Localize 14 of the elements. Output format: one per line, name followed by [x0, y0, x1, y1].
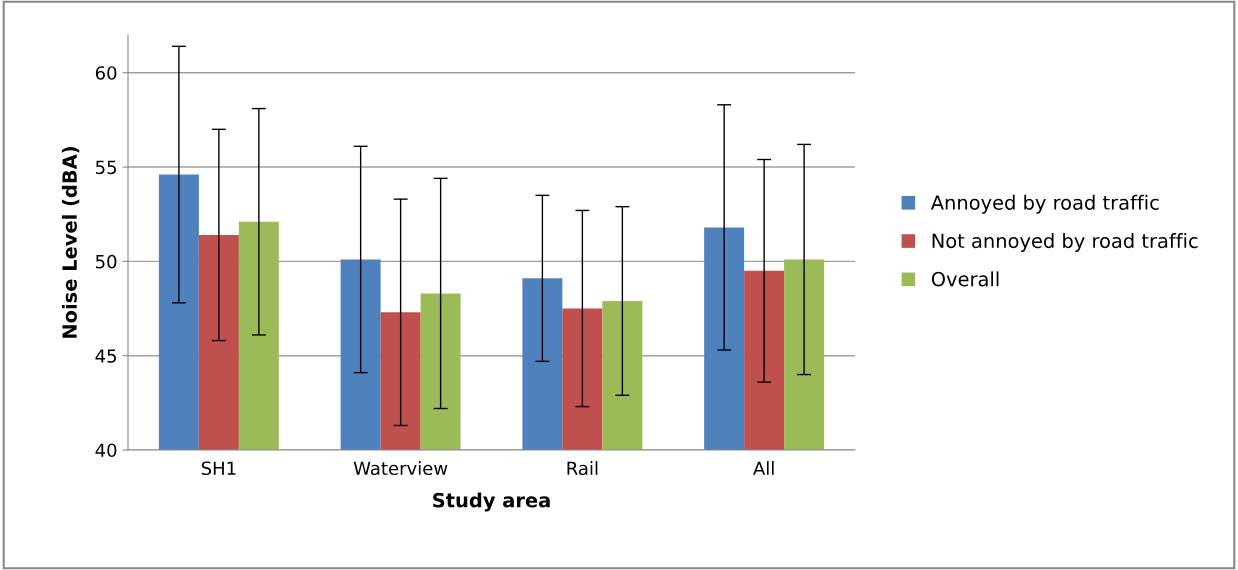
y-tick-label: 40 — [95, 443, 117, 458]
x-tick-label: Waterview — [353, 461, 448, 476]
x-axis-title: Study area — [433, 492, 550, 512]
x-tick-label: SH1 — [201, 461, 236, 476]
y-axis-title: Noise Level (dBA) — [61, 147, 80, 338]
y-tick-label: 50 — [96, 254, 117, 269]
x-tick-label: Rail — [567, 461, 598, 476]
y-tick-label: 45 — [95, 349, 117, 363]
legend-label: Overall — [931, 271, 999, 287]
legend-label: Not annoyed by road traffic — [932, 233, 1198, 252]
y-tick-label: 60 — [95, 66, 117, 80]
legend-label: Annoyed by road traffic — [930, 194, 1159, 214]
x-tick-label: All — [753, 461, 774, 475]
y-tick-label: 55 — [96, 160, 117, 175]
